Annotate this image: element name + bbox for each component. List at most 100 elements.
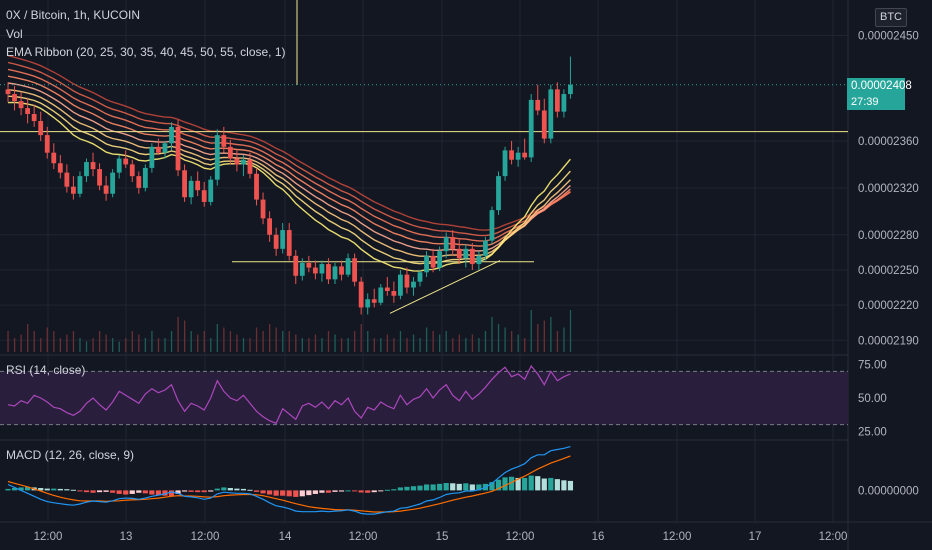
macd-histogram-bar <box>155 490 162 496</box>
rsi-legend[interactable]: RSI (14, close) <box>6 363 86 377</box>
volume-bar <box>340 338 343 352</box>
time-tick-label: 12:00 <box>34 531 63 543</box>
volume-bar <box>432 331 434 352</box>
macd-histogram-bar <box>70 489 76 491</box>
macd-histogram-bar <box>384 489 390 491</box>
candle-body <box>515 152 521 160</box>
macd-histogram-bar <box>77 490 83 492</box>
volume-bar <box>40 338 42 352</box>
candle-body <box>384 287 390 292</box>
macd-histogram-bar <box>325 490 332 493</box>
macd-histogram-bar <box>567 480 574 491</box>
macd-histogram-bar <box>103 490 109 492</box>
candle-body <box>378 287 384 303</box>
macd-histogram-bar <box>417 485 423 491</box>
candle-body <box>182 170 187 198</box>
macd-histogram-bar <box>64 489 70 491</box>
macd-histogram-bar <box>168 490 175 497</box>
symbol-legend[interactable]: 0X / Bitcoin, 1h, KUCOIN <box>6 8 141 22</box>
candle-body <box>339 266 344 275</box>
candle-body <box>241 159 246 165</box>
macd-histogram-bar <box>116 490 122 494</box>
candle-body <box>568 84 573 95</box>
rsi-band <box>0 371 848 425</box>
volume-bar <box>131 331 133 352</box>
candle-body <box>312 267 318 274</box>
candle-body <box>18 101 24 109</box>
trend-line <box>389 260 501 314</box>
time-tick-label: 12:00 <box>663 531 692 543</box>
macd-histogram-bar <box>365 490 371 493</box>
candle-body <box>221 135 227 147</box>
macd-histogram-bar <box>129 490 135 494</box>
macd-histogram-bar <box>123 490 129 495</box>
volume-bar <box>373 338 375 352</box>
volume-bar <box>419 338 421 352</box>
volume-bar <box>334 334 336 352</box>
macd-histogram-bar <box>358 490 364 493</box>
ribbon-legend[interactable]: EMA Ribbon (20, 25, 30, 35, 40, 45, 50, … <box>6 45 286 59</box>
candle-body <box>496 176 501 211</box>
price-tick-label: 0.00002360 <box>858 136 919 148</box>
volume-bar <box>216 324 218 352</box>
volume-bar <box>151 331 153 352</box>
macd-histogram-bar <box>502 477 508 491</box>
candle-body <box>509 150 514 160</box>
volume-bars <box>7 310 572 352</box>
ema-line <box>7 68 571 242</box>
macd-signal-line <box>7 455 571 513</box>
candle-body <box>195 180 201 191</box>
volume-bar <box>79 338 81 352</box>
volume-bar <box>92 338 94 352</box>
candle-body <box>483 240 488 256</box>
macd-histogram-bar <box>57 488 63 491</box>
candle-body <box>522 152 528 158</box>
macd-histogram-bar <box>240 488 247 491</box>
macd-histogram-bar <box>469 484 475 491</box>
time-tick-label: 16 <box>592 531 605 543</box>
candle-body <box>286 230 292 256</box>
volume-bar <box>347 338 349 352</box>
candle-body <box>247 159 253 174</box>
candle-body <box>12 94 17 102</box>
volume-bar <box>27 324 29 352</box>
macd-legend[interactable]: MACD (12, 26, close, 9) <box>6 448 135 462</box>
volume-bar <box>197 334 199 352</box>
volume-bar <box>66 334 68 352</box>
volume-bar <box>491 317 493 352</box>
macd-histogram-bar <box>267 490 273 495</box>
price-tick-label: 0.00002320 <box>858 183 919 195</box>
volume-bar <box>563 327 565 352</box>
volume-bar <box>425 327 428 352</box>
macd-histogram-bar <box>149 490 155 495</box>
volume-bar <box>524 338 526 352</box>
volume-bar <box>269 324 271 352</box>
rsi-tick-label: 25.00 <box>858 426 887 438</box>
macd-histogram-bar <box>522 477 528 491</box>
candle-body <box>332 266 338 280</box>
candle-body <box>208 179 214 202</box>
currency-badge[interactable]: BTC <box>875 8 907 27</box>
candle-body <box>456 248 462 259</box>
volume-bar <box>288 331 290 352</box>
macd-histogram-bar <box>38 488 44 491</box>
macd-histogram-bar <box>378 490 384 492</box>
macd-histogram-bar <box>345 490 351 492</box>
candle-body <box>450 237 456 249</box>
volume-bar <box>157 338 160 352</box>
price-tick-label: 0.00002190 <box>858 335 919 347</box>
volume-bar <box>210 338 212 352</box>
volume-bar <box>399 331 402 352</box>
macd-histogram-bar <box>286 490 292 497</box>
volume-bar <box>471 334 474 352</box>
macd-histogram-bar <box>456 483 462 491</box>
volume-legend[interactable]: Vol <box>6 27 23 41</box>
volume-bar <box>53 331 55 352</box>
volume-bar <box>164 338 166 352</box>
volume-bar <box>144 338 147 352</box>
macd-tick-label: 0.00000000 <box>858 485 919 497</box>
macd-histogram-bar <box>234 488 240 491</box>
candle-body <box>535 99 541 111</box>
time-tick-label: 12:00 <box>349 531 378 543</box>
